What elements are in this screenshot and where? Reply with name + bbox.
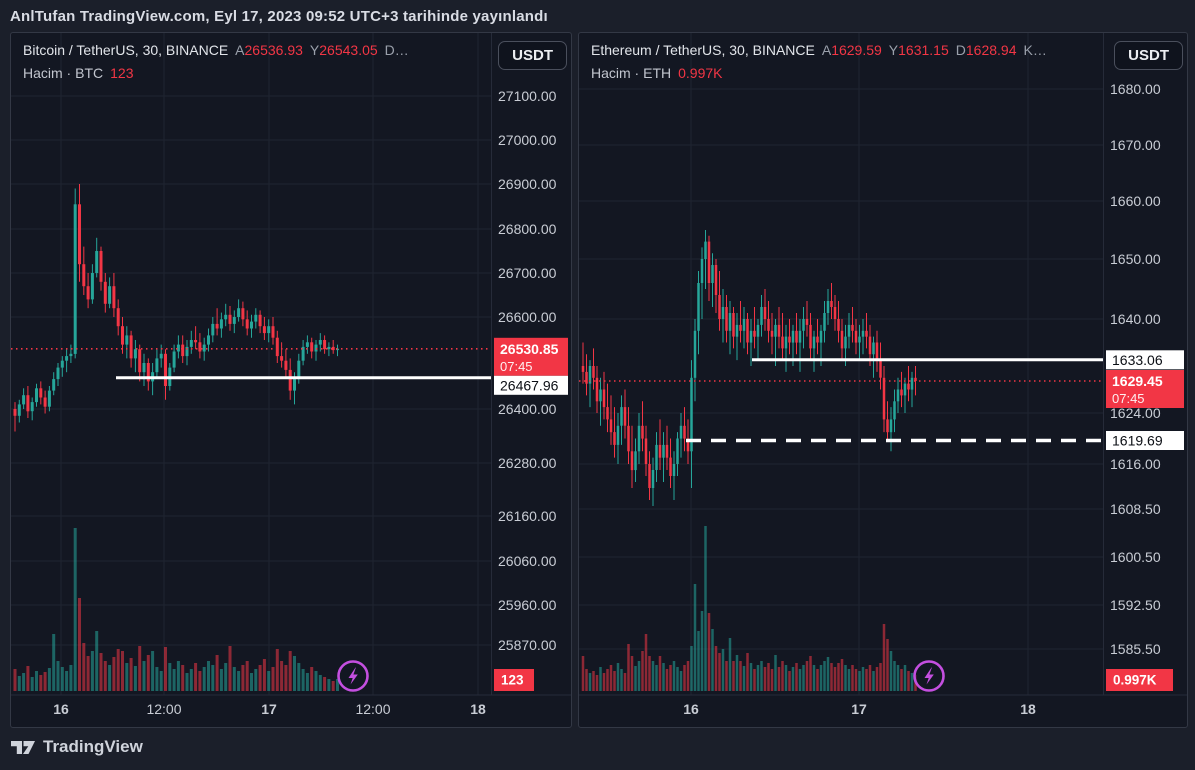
svg-text:1670.00: 1670.00	[1110, 137, 1161, 153]
tradingview-logo[interactable]: TradingView	[11, 737, 143, 757]
last-price-badge	[494, 337, 568, 376]
svg-text:07:45: 07:45	[1112, 391, 1145, 406]
svg-text:27000.00: 27000.00	[498, 132, 557, 148]
chart-panel-eth: 1680.00 1670.00 1660.00 1650.00 1640.00 1624.…	[578, 32, 1188, 728]
legend-stat-value: 26536.93	[244, 42, 303, 58]
svg-text:1624.00: 1624.00	[1110, 405, 1161, 421]
volume-study-value: 123	[110, 65, 134, 81]
volume-badge	[494, 669, 534, 691]
last-price-badge	[1106, 370, 1184, 408]
svg-text:26800.00: 26800.00	[498, 221, 557, 237]
svg-text:1660.00: 1660.00	[1110, 193, 1161, 209]
candles-layer	[581, 230, 917, 506]
svg-text:1608.50: 1608.50	[1110, 501, 1161, 517]
currency-toggle-button[interactable]: USDT	[1114, 41, 1183, 70]
currency-toggle-button[interactable]: USDT	[498, 41, 567, 70]
tradingview-mark-icon	[11, 741, 35, 754]
volume-badge	[1106, 669, 1173, 691]
legend-stat-key: K…	[1023, 42, 1047, 58]
level-price-badge	[1106, 350, 1184, 370]
legend-stat-key: Y	[309, 42, 320, 58]
svg-text:18: 18	[1020, 701, 1036, 717]
candles-layer	[13, 184, 339, 432]
svg-text:1585.50: 1585.50	[1110, 641, 1161, 657]
price-axis[interactable]: 1680.00 1670.00 1660.00 1650.00 1640.00 1624.…	[1110, 81, 1161, 657]
svg-text:1619.69: 1619.69	[1112, 433, 1163, 449]
volume-layer	[581, 526, 917, 691]
tradingview-wordmark: TradingView	[43, 737, 143, 756]
symbol-title[interactable]: Bitcoin / TetherUS, 30, BINANCE	[23, 42, 229, 58]
legend-stat-value: 1628.94	[965, 42, 1017, 58]
price-axis[interactable]: 27100.00 27000.00 26900.00 26800.00 26700.00…	[498, 88, 557, 653]
time-axis[interactable]: 16 17 18	[683, 701, 1036, 717]
flash-order-icon[interactable]	[912, 659, 946, 693]
svg-text:26280.00: 26280.00	[498, 455, 557, 471]
grid-layer	[11, 33, 571, 696]
level-price-badge	[494, 375, 568, 395]
volume-study-label[interactable]: Hacim · ETH	[591, 65, 672, 81]
legend-stat-value: 26543.05	[319, 42, 378, 58]
legend-stat-key: Y	[888, 42, 899, 58]
legend-stats: A1629.59 Y1631.15 D1628.94 K…	[815, 42, 1047, 58]
svg-text:25960.00: 25960.00	[498, 597, 557, 613]
svg-text:26160.00: 26160.00	[498, 508, 557, 524]
chart-panel-btc: 27100.00 27000.00 26900.00 26800.00 26700.00…	[10, 32, 572, 728]
svg-text:1629.45: 1629.45	[1112, 373, 1163, 389]
legend-stat-key: A	[821, 42, 832, 58]
svg-text:07:45: 07:45	[500, 359, 533, 374]
legend-stat-key: D	[955, 42, 966, 58]
legend-stats: A26536.93 Y26543.05 D…	[228, 42, 409, 58]
axis-badges: 26530.85 07:45 26467.96 123	[494, 337, 568, 691]
level-price-badge	[1106, 431, 1184, 450]
svg-text:26900.00: 26900.00	[498, 176, 557, 192]
legend-stat-key: A	[235, 42, 245, 58]
svg-text:25870.00: 25870.00	[498, 637, 557, 653]
svg-text:1600.50: 1600.50	[1110, 549, 1161, 565]
svg-text:18: 18	[470, 701, 486, 717]
svg-text:17: 17	[261, 701, 277, 717]
svg-text:16: 16	[683, 701, 699, 717]
btc-chart-canvas[interactable]: 27100.00 27000.00 26900.00 26800.00 26700.00…	[11, 33, 571, 727]
svg-text:123: 123	[501, 673, 524, 688]
legend-stat-key: D…	[384, 42, 409, 58]
eth-chart-canvas[interactable]: 1680.00 1670.00 1660.00 1650.00 1640.00 1624.…	[579, 33, 1187, 727]
drawn-lines-layer[interactable]	[11, 347, 491, 380]
svg-text:12:00: 12:00	[355, 701, 390, 717]
drawn-lines-layer[interactable]	[579, 358, 1103, 443]
axis-badges: 1629.45 07:45 1633.06 1619.69 0.997K	[1106, 350, 1184, 691]
legend-stat-value: 1631.15	[898, 42, 949, 58]
svg-text:1616.00: 1616.00	[1110, 456, 1161, 472]
svg-text:26700.00: 26700.00	[498, 265, 557, 281]
svg-text:26400.00: 26400.00	[498, 401, 557, 417]
symbol-title[interactable]: Ethereum / TetherUS, 30, BINANCE	[591, 42, 815, 58]
svg-text:27100.00: 27100.00	[498, 88, 557, 104]
svg-text:17: 17	[851, 701, 867, 717]
svg-text:26530.85: 26530.85	[500, 341, 559, 357]
svg-text:12:00: 12:00	[146, 701, 181, 717]
svg-text:16: 16	[53, 701, 69, 717]
svg-text:1633.06: 1633.06	[1112, 352, 1163, 368]
svg-text:1680.00: 1680.00	[1110, 81, 1161, 97]
svg-text:0.997K: 0.997K	[1113, 673, 1157, 688]
svg-text:1592.50: 1592.50	[1110, 597, 1161, 613]
chart-legend: Ethereum / TetherUS, 30, BINANCE A1629.59…	[591, 43, 1047, 80]
chart-legend: Bitcoin / TetherUS, 30, BINANCE A26536.93…	[23, 43, 409, 80]
volume-study-value: 0.997K	[678, 65, 723, 81]
grid-layer	[579, 33, 1187, 696]
svg-text:26467.96: 26467.96	[500, 377, 559, 393]
svg-text:26600.00: 26600.00	[498, 309, 557, 325]
svg-text:26060.00: 26060.00	[498, 553, 557, 569]
volume-study-label[interactable]: Hacim · BTC	[23, 65, 104, 81]
legend-stat-value: 1629.59	[831, 42, 882, 58]
publish-info-bar: AnlTufan TradingView.com, Eyl 17, 2023 0…	[10, 8, 548, 25]
time-axis[interactable]: 16 12:00 17 12:00 18	[53, 701, 486, 717]
flash-order-icon[interactable]	[336, 659, 370, 693]
svg-text:1650.00: 1650.00	[1110, 251, 1161, 267]
volume-layer	[13, 528, 339, 691]
svg-text:1640.00: 1640.00	[1110, 311, 1161, 327]
